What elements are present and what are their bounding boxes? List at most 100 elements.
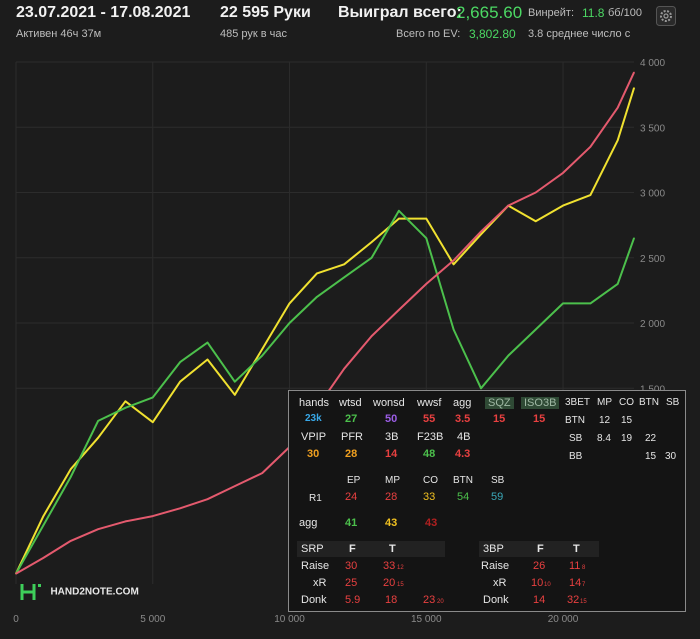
label-agg: agg [453, 397, 472, 409]
bp3-donk-t: 32 [567, 594, 580, 606]
pos-btn: BTN [453, 475, 473, 486]
x-axis-ticks: 0 5 000 10 000 15 000 20 000 [13, 614, 579, 625]
grid3bet-header-2: CO [619, 397, 634, 408]
series-point [151, 396, 154, 399]
series-point [42, 515, 45, 517]
series-point [589, 194, 592, 196]
value-agg: 3.5 [455, 413, 471, 425]
srp-xr-label: xR [313, 577, 327, 589]
winrate-unit: бб/100 [608, 7, 643, 19]
value-vpip: 30 [307, 448, 320, 460]
series-point [370, 256, 373, 259]
bp3-raise-label: Raise [481, 560, 510, 572]
series-point [398, 309, 400, 311]
srp-col-f: F [349, 543, 356, 555]
series-point [534, 220, 537, 223]
series-point [42, 557, 45, 559]
y-tick-label: 3 500 [640, 123, 665, 134]
series-point [42, 524, 45, 527]
series-point [124, 520, 127, 523]
x-tick-label: 15 000 [411, 614, 442, 625]
bp3-donk-t-sub: 15 [580, 599, 587, 605]
r1-ep: 24 [345, 491, 358, 503]
grid3bet-row2-sb: 30 [665, 451, 677, 462]
srp-xr-t-sub: 15 [397, 582, 404, 588]
r1-label: R1 [309, 493, 322, 504]
bp3-donk-f: 14 [533, 594, 546, 606]
series-point [398, 209, 400, 212]
series-point [507, 354, 510, 357]
srp-raise-t-sub: 12 [397, 565, 404, 571]
y-tick-label: 3 000 [640, 189, 665, 200]
grid3bet-row1-btn: 22 [645, 433, 657, 444]
srp-title: SRP [301, 543, 324, 555]
grid3bet-header-0: 3BET [565, 397, 591, 408]
series-line-2 [15, 71, 635, 575]
grid3bet-header-3: BTN [639, 397, 659, 408]
grid3bet-row2-label: BB [569, 451, 583, 462]
winrate-label: Винрейт: [528, 7, 575, 19]
value-pfr: 28 [345, 448, 358, 460]
srp-col-t: T [389, 543, 396, 555]
series-point [69, 540, 72, 542]
srp-donk-f: 5.9 [345, 594, 361, 606]
r1-btn: 54 [457, 491, 470, 503]
label-pfr: PFR [341, 431, 363, 443]
series-point [633, 71, 635, 74]
series-point [69, 476, 72, 478]
series-point [425, 217, 428, 220]
active-time: Активен 46ч 37м [16, 28, 102, 40]
bp3-xr-t-sub: 7 [582, 582, 586, 588]
y-tick-label: 4 000 [640, 58, 665, 69]
hands-per-hour: 485 рук в час [220, 28, 288, 40]
label-vpip: VPIP [301, 431, 327, 443]
series-point [534, 191, 537, 194]
series-point [562, 172, 564, 174]
hand2note-logo: HAND2NOTE.COM [20, 582, 139, 602]
x-tick-label: 20 000 [548, 614, 579, 625]
won-label: Выиграл всего: [338, 4, 462, 21]
series-point [633, 237, 635, 239]
y-tick-label: 1 500 [640, 384, 665, 395]
srp-donk-extra: 23 [423, 594, 436, 606]
bp3-col-f: F [537, 543, 544, 555]
series-point [589, 302, 592, 305]
settings-gear-icon[interactable] [656, 6, 676, 26]
pos-ep: EP [347, 475, 361, 486]
r1-co: 33 [423, 491, 436, 503]
series-point [343, 276, 346, 279]
avg-text: 3.8 среднее число с [528, 28, 631, 40]
label-hands: hands [299, 397, 329, 409]
logo-text: HAND2NOTE.COM [50, 586, 139, 598]
label-iso3b: ISO3B [521, 397, 560, 409]
pos-co: CO [423, 475, 438, 486]
series-point [261, 472, 263, 474]
series-point [69, 468, 72, 470]
grid3bet-header-1: MP [597, 397, 612, 408]
series-point [15, 572, 17, 575]
series-point [288, 302, 291, 305]
series-point [151, 421, 154, 423]
series-point [480, 233, 482, 236]
series-point [370, 241, 373, 243]
series-point [616, 106, 619, 109]
series-point [261, 348, 263, 350]
r1-sb: 59 [491, 491, 504, 503]
bp3-raise-t: 11 [569, 560, 581, 572]
grid3bet-row2-btn: 15 [645, 451, 657, 462]
y-tick-label: 2 500 [640, 254, 665, 265]
value-wtsd: 27 [345, 413, 358, 425]
srp-xr-t: 20 [383, 577, 396, 589]
label-sqz: SQZ [485, 397, 514, 409]
chart-lines [15, 71, 635, 575]
series-point [97, 420, 99, 422]
series-point [124, 400, 127, 403]
bp3-header-bg [479, 541, 599, 557]
bp3-xr-t: 14 [569, 577, 582, 589]
grid3bet-row0-co: 15 [621, 415, 633, 426]
bp3-xr-f-sub: 10 [544, 582, 551, 588]
srp-raise-f: 30 [345, 560, 358, 572]
series-point [507, 204, 510, 207]
grid3bet-row1-co: 19 [621, 433, 633, 444]
series-line-1 [15, 209, 635, 575]
